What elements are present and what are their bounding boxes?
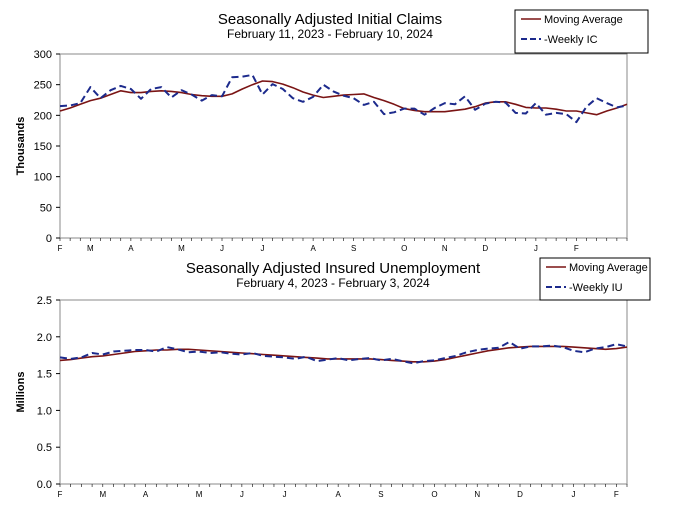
y-tick-label: 50 [40, 202, 52, 214]
chart-1: Seasonally Adjusted Insured Unemployment… [15, 257, 651, 499]
x-tick-label: M [196, 490, 203, 499]
y-tick-label: 300 [34, 49, 52, 61]
x-tick-label: A [128, 244, 134, 253]
series-line-1 [59, 341, 628, 365]
x-tick-label: S [378, 490, 383, 499]
y-tick-label: 150 [34, 141, 52, 153]
chart-0: Seasonally Adjusted Initial ClaimsFebrua… [15, 9, 649, 253]
x-tick-label: F [58, 490, 63, 499]
x-tick-label: M [99, 490, 106, 499]
chart-title: Seasonally Adjusted Insured Unemployment [186, 260, 481, 277]
x-tick-label: A [310, 244, 316, 253]
x-tick-label: N [474, 490, 480, 499]
chart-subtitle: February 11, 2023 - February 10, 2024 [227, 27, 433, 41]
x-tick-label: A [335, 490, 341, 499]
legend-box [514, 9, 649, 54]
x-tick-label: J [283, 490, 287, 499]
chart-subtitle: February 4, 2023 - February 3, 2024 [236, 276, 430, 290]
x-tick-label: N [442, 244, 448, 253]
x-tick-label: F [574, 244, 579, 253]
y-tick-label: 2.0 [37, 332, 52, 344]
plot-area [59, 299, 628, 485]
x-tick-label: M [87, 244, 94, 253]
y-tick-label: 0.0 [37, 479, 52, 491]
x-tick-label: M [178, 244, 185, 253]
x-tick-label: A [143, 490, 149, 499]
legend-label-1: -Weekly IC [544, 34, 598, 46]
y-tick-label: 0 [46, 233, 52, 245]
chart-title: Seasonally Adjusted Initial Claims [218, 11, 442, 28]
x-tick-label: J [534, 244, 538, 253]
legend: Moving Average -Weekly IC [514, 9, 649, 54]
legend-label-0: Moving Average [544, 14, 623, 26]
legend-box [539, 257, 651, 301]
y-axis-label: Thousands [15, 117, 27, 176]
legend: Moving Average -Weekly IU [539, 257, 651, 301]
x-tick-label: D [482, 244, 488, 253]
y-tick-label: 2.5 [37, 295, 52, 307]
series-line-1 [59, 73, 628, 124]
x-tick-label: F [614, 490, 619, 499]
x-tick-label: J [220, 244, 224, 253]
x-tick-label: J [261, 244, 265, 253]
y-tick-label: 200 [34, 110, 52, 122]
x-tick-label: J [572, 490, 576, 499]
x-tick-label: S [351, 244, 356, 253]
y-tick-label: 250 [34, 80, 52, 92]
y-tick-label: 1.5 [37, 369, 52, 381]
legend-label-1: -Weekly IU [569, 282, 623, 294]
legend-label-0: Moving Average [569, 262, 648, 274]
y-tick-label: 1.0 [37, 405, 52, 417]
y-tick-label: 0.5 [37, 442, 52, 454]
y-tick-label: 100 [34, 172, 52, 184]
x-tick-label: D [517, 490, 523, 499]
x-tick-label: J [240, 490, 244, 499]
x-tick-label: F [58, 244, 63, 253]
x-tick-label: O [431, 490, 437, 499]
y-axis-label: Millions [15, 372, 27, 413]
x-tick-label: O [401, 244, 407, 253]
plot-area [59, 53, 628, 239]
